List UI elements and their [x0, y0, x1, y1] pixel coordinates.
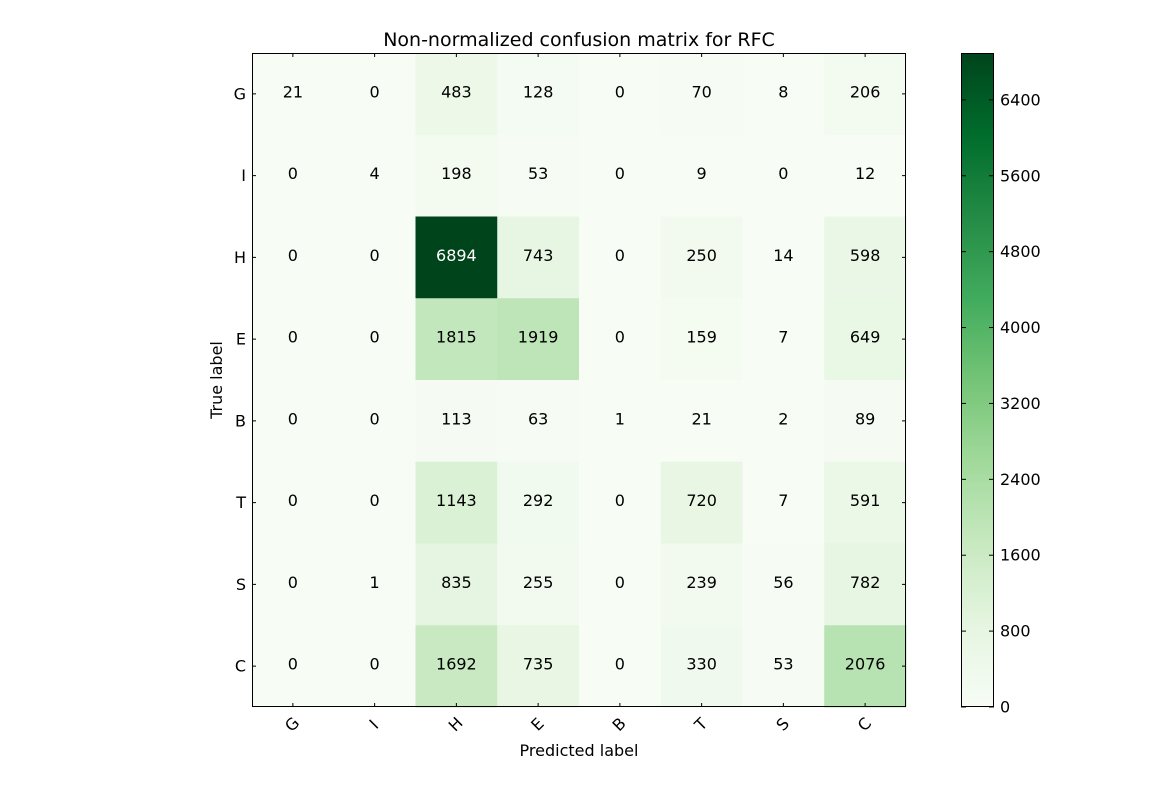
cell-value-label: 89: [855, 409, 875, 428]
colorbar-tick-label: 2400: [1000, 470, 1041, 489]
cell-value-label: 0: [615, 491, 625, 510]
colorbar-tick-label: 800: [1000, 622, 1031, 641]
cell-value-label: 0: [778, 164, 788, 183]
cell-value-label: 0: [370, 655, 380, 674]
cell-value-label: 0: [615, 246, 625, 265]
chart-title: Non-normalized confusion matrix for RFC: [383, 29, 775, 51]
cell-value-label: 0: [288, 573, 298, 592]
colorbar-tick-label: 6400: [1000, 90, 1041, 109]
y-tick-label: I: [241, 166, 246, 185]
colorbar-tick-label: 1600: [1000, 546, 1041, 565]
cell-value-label: 0: [288, 246, 298, 265]
colorbar-tick-label: 4000: [1000, 318, 1041, 337]
cell-value-label: 292: [523, 491, 554, 510]
colorbar-tick-label: 3200: [1000, 394, 1041, 413]
cell-value-label: 1: [370, 573, 380, 592]
cell-value-label: 1919: [518, 328, 559, 347]
cell-value-label: 0: [370, 82, 380, 101]
cell-value-label: 0: [370, 491, 380, 510]
cell-value-label: 0: [288, 328, 298, 347]
cell-value-label: 63: [528, 409, 548, 428]
colorbar-tick-label: 4800: [1000, 242, 1041, 261]
cell-value-label: 0: [615, 164, 625, 183]
cell-value-label: 1143: [436, 491, 477, 510]
y-tick-label: C: [235, 657, 246, 676]
cell-value-label: 9: [697, 164, 707, 183]
cell-value-label: 159: [686, 328, 717, 347]
x-axis-label: Predicted label: [520, 741, 639, 760]
cell-value-label: 0: [288, 655, 298, 674]
cell-value-label: 0: [370, 409, 380, 428]
y-tick-label: G: [234, 84, 246, 103]
cell-value-label: 0: [370, 328, 380, 347]
cell-value-label: 0: [288, 409, 298, 428]
cell-value-label: 0: [370, 246, 380, 265]
cell-value-label: 483: [441, 82, 472, 101]
cell-value-label: 330: [686, 655, 717, 674]
cell-value-label: 782: [850, 573, 881, 592]
cell-value-label: 206: [850, 82, 881, 101]
cell-value-label: 720: [686, 491, 717, 510]
colorbar-tick-label: 5600: [1000, 166, 1041, 185]
cell-value-label: 250: [686, 246, 717, 265]
cell-value-label: 649: [850, 328, 881, 347]
y-tick-label: S: [236, 575, 246, 594]
cell-value-label: 591: [850, 491, 881, 510]
cell-value-label: 598: [850, 246, 881, 265]
y-tick-label: H: [234, 248, 246, 267]
cell-value-label: 53: [773, 655, 793, 674]
colorbar: [962, 54, 994, 707]
cell-value-label: 255: [523, 573, 554, 592]
cell-value-label: 743: [523, 246, 554, 265]
cell-value-label: 70: [691, 82, 711, 101]
cell-value-label: 0: [615, 655, 625, 674]
y-tick-label: E: [236, 330, 246, 349]
cell-value-label: 1: [615, 409, 625, 428]
cell-value-label: 14: [773, 246, 793, 265]
cell-value-label: 21: [691, 409, 711, 428]
cell-value-label: 0: [288, 491, 298, 510]
cell-value-label: 4: [370, 164, 380, 183]
cell-value-label: 2076: [845, 655, 886, 674]
cell-value-label: 1692: [436, 655, 477, 674]
cell-value-label: 0: [288, 164, 298, 183]
cell-value-label: 56: [773, 573, 793, 592]
cell-value-label: 198: [441, 164, 472, 183]
y-tick-label: T: [235, 493, 246, 512]
cell-value-label: 2: [778, 409, 788, 428]
cell-value-label: 7: [778, 491, 788, 510]
cell-value-label: 7: [778, 328, 788, 347]
y-tick-label: B: [235, 411, 246, 430]
cell-value-label: 12: [855, 164, 875, 183]
cell-value-label: 735: [523, 655, 554, 674]
cell-value-label: 0: [615, 573, 625, 592]
colorbar-tick-label: 0: [1000, 698, 1010, 717]
cell-value-label: 21: [283, 82, 303, 101]
heatmap-cells: [252, 53, 907, 708]
cell-value-label: 53: [528, 164, 548, 183]
cell-value-label: 835: [441, 573, 472, 592]
cell-value-label: 0: [615, 82, 625, 101]
cell-value-label: 6894: [436, 246, 477, 265]
y-axis-label: True label: [207, 341, 226, 420]
cell-value-label: 113: [441, 409, 472, 428]
cell-value-label: 239: [686, 573, 717, 592]
cell-value-label: 0: [615, 328, 625, 347]
cell-value-label: 128: [523, 82, 554, 101]
cell-value-label: 8: [778, 82, 788, 101]
cell-value-label: 1815: [436, 328, 477, 347]
